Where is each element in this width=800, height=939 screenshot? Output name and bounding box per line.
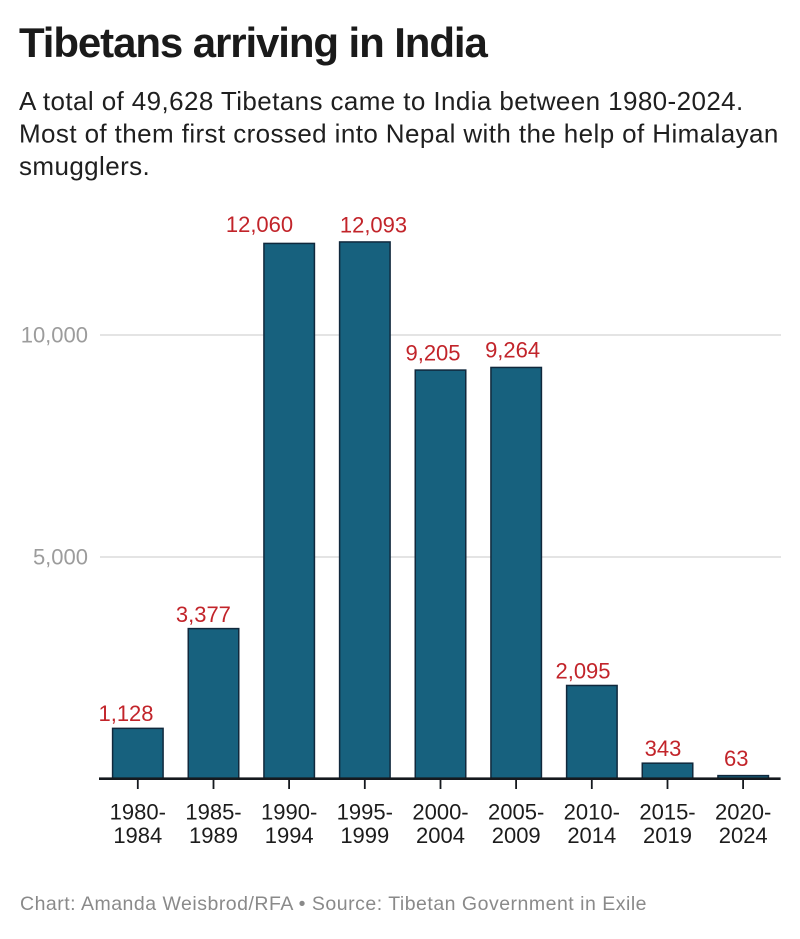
svg-text:Chart: Amanda Weisbrod/RFA • S: Chart: Amanda Weisbrod/RFA • Source: Tib… bbox=[20, 893, 647, 915]
svg-text:2,095: 2,095 bbox=[555, 659, 610, 684]
svg-text:12,060: 12,060 bbox=[226, 212, 293, 237]
svg-text:3,377: 3,377 bbox=[176, 602, 231, 627]
svg-text:2009: 2009 bbox=[492, 823, 541, 848]
svg-text:2010-: 2010- bbox=[564, 800, 620, 825]
svg-text:9,205: 9,205 bbox=[405, 341, 460, 366]
svg-text:1980-: 1980- bbox=[110, 800, 166, 825]
svg-text:1999: 1999 bbox=[340, 823, 389, 848]
svg-text:2019: 2019 bbox=[643, 823, 692, 848]
svg-text:2014: 2014 bbox=[567, 823, 616, 848]
svg-text:63: 63 bbox=[724, 746, 748, 771]
svg-text:9,264: 9,264 bbox=[485, 338, 540, 363]
svg-text:Tibetans arriving in India: Tibetans arriving in India bbox=[19, 19, 488, 66]
svg-text:2015-: 2015- bbox=[639, 800, 695, 825]
svg-text:1989: 1989 bbox=[189, 823, 238, 848]
svg-text:10,000: 10,000 bbox=[21, 323, 88, 348]
svg-text:1994: 1994 bbox=[265, 823, 314, 848]
svg-text:1995-: 1995- bbox=[337, 800, 393, 825]
svg-text:smugglers.: smugglers. bbox=[19, 151, 150, 181]
svg-text:1990-: 1990- bbox=[261, 800, 317, 825]
svg-text:Most of them first crossed int: Most of them first crossed into Nepal wi… bbox=[19, 119, 779, 149]
svg-text:5,000: 5,000 bbox=[33, 545, 88, 570]
svg-text:2020-: 2020- bbox=[715, 800, 771, 825]
svg-text:2024: 2024 bbox=[719, 823, 768, 848]
svg-text:12,093: 12,093 bbox=[340, 212, 407, 237]
svg-text:1985-: 1985- bbox=[185, 800, 241, 825]
svg-text:1984: 1984 bbox=[113, 823, 162, 848]
svg-text:2005-: 2005- bbox=[488, 800, 544, 825]
svg-text:2004: 2004 bbox=[416, 823, 465, 848]
svg-text:343: 343 bbox=[645, 736, 682, 761]
svg-text:A total of 49,628 Tibetans cam: A total of 49,628 Tibetans came to India… bbox=[19, 86, 744, 116]
svg-text:2000-: 2000- bbox=[412, 800, 468, 825]
svg-text:1,128: 1,128 bbox=[98, 701, 153, 726]
